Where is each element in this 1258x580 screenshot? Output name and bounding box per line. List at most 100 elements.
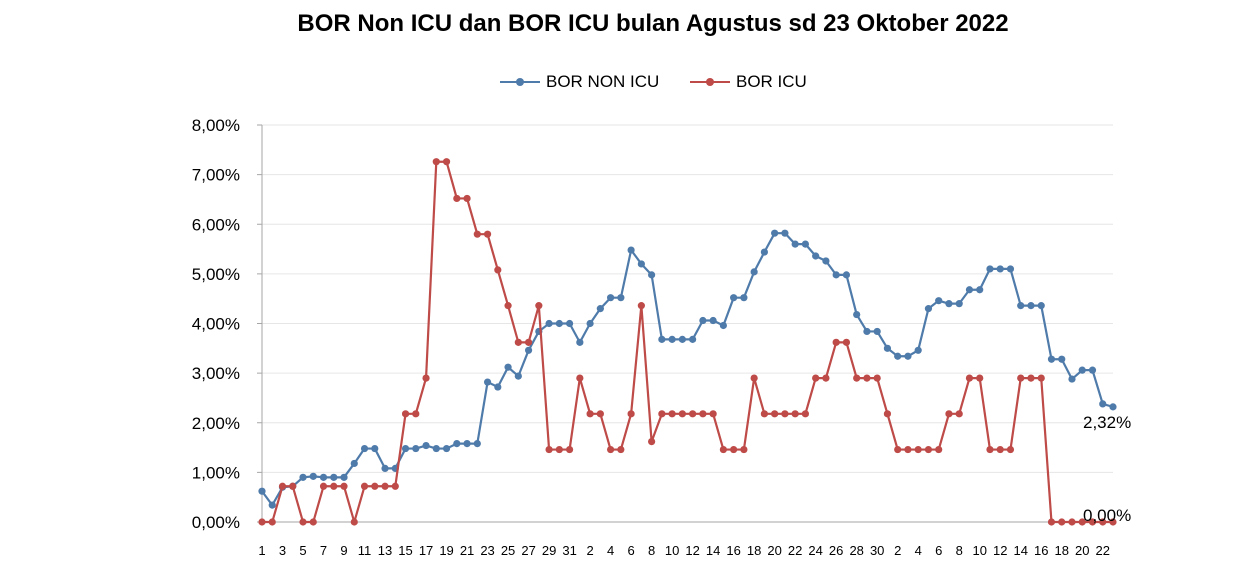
data-point [842, 271, 851, 279]
x-tick-label: 28 [849, 543, 863, 558]
data-point [822, 374, 830, 382]
data-point [801, 240, 810, 248]
legend-swatch-non-icu [500, 75, 540, 89]
data-point [1027, 302, 1035, 310]
data-point [340, 473, 348, 481]
data-point [1099, 400, 1107, 408]
data-point [945, 410, 953, 418]
data-point [914, 445, 922, 454]
data-point [586, 410, 594, 418]
data-point [771, 229, 779, 237]
data-point [750, 374, 758, 382]
data-point [1099, 518, 1107, 526]
data-point [1088, 366, 1097, 374]
data-point [812, 374, 820, 382]
data-point [309, 518, 317, 526]
y-tick-label: 1,00% [192, 463, 240, 482]
x-tick-label: 8 [648, 543, 655, 558]
x-tick-label: 12 [993, 543, 1007, 558]
y-tick-label: 7,00% [192, 166, 240, 185]
data-point [883, 410, 892, 418]
data-point [689, 335, 697, 343]
data-point [935, 445, 943, 454]
x-tick-label: 22 [1096, 543, 1110, 558]
x-tick-label: 16 [1034, 543, 1048, 558]
data-point [360, 482, 369, 490]
data-point [576, 338, 584, 346]
data-point [853, 310, 861, 319]
data-point [760, 410, 768, 418]
data-point [648, 271, 656, 279]
data-point [494, 266, 502, 274]
data-point [545, 445, 553, 454]
data-point [935, 297, 943, 305]
data-point [668, 335, 676, 343]
data-point [760, 248, 768, 256]
data-point [319, 473, 328, 481]
data-point [637, 260, 645, 268]
data-point [883, 344, 892, 352]
data-point [873, 374, 881, 382]
data-point [494, 383, 502, 391]
data-point [832, 271, 840, 279]
x-tick-label: 20 [767, 543, 781, 558]
data-point [565, 319, 574, 328]
x-tick-label: 30 [870, 543, 884, 558]
data-point [894, 445, 902, 454]
data-point [740, 294, 748, 302]
data-point [924, 445, 933, 454]
data-point [442, 444, 451, 453]
data-point [268, 518, 276, 526]
data-point [986, 445, 994, 454]
data-point [914, 346, 922, 354]
y-tick-label: 5,00% [192, 265, 240, 284]
data-point [699, 316, 707, 325]
data-point [473, 439, 481, 448]
data-point [986, 265, 994, 273]
legend-label-non-icu: BOR NON ICU [546, 72, 660, 91]
data-point [381, 482, 389, 490]
data-point [771, 410, 779, 418]
data-point [309, 472, 317, 480]
data-point [781, 410, 789, 418]
end-data-label-0: 2,32% [1083, 413, 1131, 432]
chart-title: BOR Non ICU dan BOR ICU bulan Agustus sd… [297, 10, 1009, 37]
data-point [371, 482, 379, 490]
data-point [1037, 374, 1045, 382]
data-point [955, 410, 963, 418]
x-tick-label: 12 [685, 543, 699, 558]
data-point [996, 265, 1004, 273]
data-point [1078, 366, 1086, 374]
data-point [391, 482, 399, 490]
data-point [268, 501, 276, 509]
x-tick-label: 13 [378, 543, 392, 558]
data-point [1017, 302, 1025, 310]
data-point [1006, 445, 1015, 454]
data-point [832, 338, 840, 346]
x-tick-label: 5 [299, 543, 306, 558]
y-tick-label: 0,00% [192, 513, 240, 532]
data-point [648, 438, 656, 446]
data-point [627, 410, 635, 418]
data-point [596, 305, 604, 313]
data-point [976, 286, 984, 294]
x-tick-label: 15 [398, 543, 412, 558]
data-point [422, 374, 430, 382]
data-point [319, 482, 328, 490]
data-point [330, 482, 338, 490]
x-tick-label: 19 [439, 543, 453, 558]
x-tick-label: 26 [829, 543, 843, 558]
data-point [463, 439, 471, 448]
data-point [699, 410, 707, 418]
data-point [514, 338, 522, 346]
data-point [1058, 518, 1066, 526]
data-point [873, 327, 881, 336]
data-point [1017, 374, 1025, 382]
data-point [740, 445, 748, 454]
y-tick-label: 3,00% [192, 364, 240, 383]
data-point [709, 410, 717, 418]
data-point [371, 444, 379, 453]
x-tick-label: 2 [586, 543, 593, 558]
data-point [894, 352, 902, 360]
data-point [483, 230, 492, 238]
